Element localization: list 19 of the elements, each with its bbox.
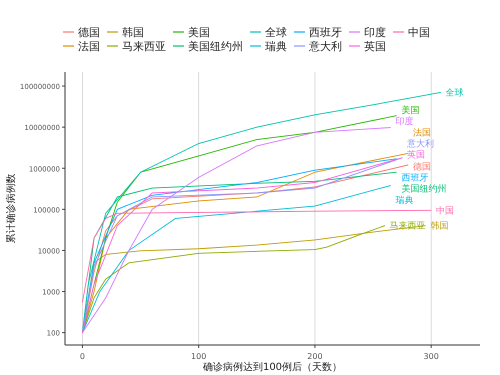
- legend-label: 美国: [188, 26, 210, 39]
- x-tick-label: 0: [80, 352, 85, 361]
- legend-label: 马来西亚: [122, 40, 166, 53]
- x-tick-label: 200: [307, 352, 323, 361]
- legend-label: 意大利: [308, 40, 342, 53]
- legend-label: 德国: [78, 26, 100, 39]
- legend-label: 全球: [265, 26, 287, 39]
- y-axis-title: 累计确诊病例数: [5, 174, 17, 244]
- x-tick-label: 100: [191, 352, 206, 361]
- legend-label: 韩国: [122, 26, 144, 39]
- x-tick-label: 300: [424, 352, 439, 361]
- legend-label: 英国: [364, 40, 386, 53]
- legend-label: 瑞典: [265, 40, 287, 53]
- x-axis-title: 确诊病例达到100例后（天数）: [202, 361, 342, 373]
- legend-label: 西班牙: [309, 26, 342, 39]
- legend-label: 美国纽约州: [188, 40, 243, 53]
- legend-label: 法国: [78, 40, 100, 53]
- legend-label: 中国: [408, 26, 430, 39]
- legend-label: 印度: [364, 26, 386, 39]
